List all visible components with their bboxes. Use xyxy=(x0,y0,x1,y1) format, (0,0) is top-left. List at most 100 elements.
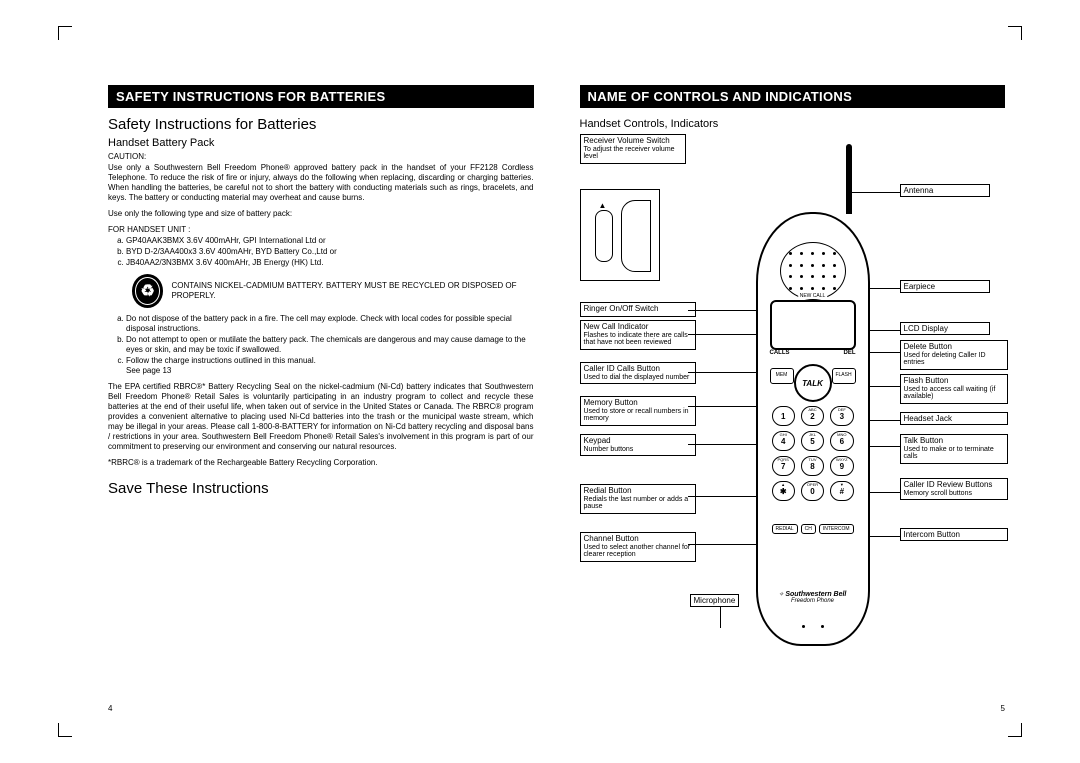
mic-icon xyxy=(802,625,805,628)
batt-a: GP40AAK3BMX 3.6V 400mAHr, GPI Internatio… xyxy=(126,236,534,246)
callout-keypad: Keypad Number buttons xyxy=(580,434,696,456)
for-unit-label: FOR HANDSET UNIT : xyxy=(108,225,534,234)
key-9: WXYZ9 xyxy=(830,456,853,476)
right-header: NAME OF CONTROLS AND INDICATIONS xyxy=(580,85,1006,108)
batt-c: JB40AA2/3N3BMX 3.6V 400mAHr, JB Energy (… xyxy=(126,258,534,268)
callout-delete: Delete Button Used for deleting Caller I… xyxy=(900,340,1008,370)
handset-illustration: NEW CALL CALLS DEL MEM TALK FLASH 1 ABC2… xyxy=(756,202,866,642)
handset-body: NEW CALL CALLS DEL MEM TALK FLASH 1 ABC2… xyxy=(756,212,870,646)
recycle-text: CONTAINS NICKEL-CADMIUM BATTERY. BATTERY… xyxy=(171,281,533,300)
leader-line xyxy=(866,420,900,421)
kp-title: Keypad xyxy=(584,437,692,446)
cb-desc: Used to dial the displayed number xyxy=(584,374,692,382)
earpiece-icon xyxy=(780,242,846,300)
talk-button-icon: TALK xyxy=(794,364,832,402)
rs-title: Ringer On/Off Switch xyxy=(584,305,692,314)
logo-line1: Southwestern Bell xyxy=(785,591,846,598)
callout-new-call: New Call Indicator Flashes to indicate t… xyxy=(580,320,696,350)
ringer-icon xyxy=(821,625,824,628)
notes-list: Do not dispose of the battery pack in a … xyxy=(108,314,534,376)
mb-title: Memory Button xyxy=(584,399,692,408)
lcd-label: NEW CALL xyxy=(798,293,828,299)
leader-line xyxy=(852,192,900,193)
tk-desc: Used to make or to terminate calls xyxy=(904,446,1004,461)
redial-label: REDIAL xyxy=(772,524,798,534)
battery-list: GP40AAK3BMX 3.6V 400mAHr, GPI Internatio… xyxy=(108,236,534,268)
pagenum-left: 4 xyxy=(108,704,112,713)
cv-title: Receiver Volume Switch xyxy=(584,137,682,146)
callout-lcd: LCD Display xyxy=(900,322,990,335)
key-5: JKL5 xyxy=(801,431,824,451)
brand-logo: ✧ Southwestern Bell Freedom Phone xyxy=(758,591,868,604)
keypad-grid: 1 ABC2 DEF3 GHI4 JKL5 MNO6 PQRS7 TUV8 WX… xyxy=(772,406,854,501)
rv-title: Caller ID Review Buttons xyxy=(904,481,1004,490)
callout-ringer-switch: Ringer On/Off Switch xyxy=(580,302,696,317)
cv-desc: To adjust the receiver volume level xyxy=(584,146,682,161)
callout-channel: Channel Button Used to select another ch… xyxy=(580,532,696,562)
bottom-row: REDIAL CH INTERCOM xyxy=(772,524,854,534)
callout-review: Caller ID Review Buttons Memory scroll b… xyxy=(900,478,1008,500)
volume-inset-icon xyxy=(580,189,660,281)
key-hash: ▼# xyxy=(830,481,853,501)
para-2: Use only the following type and size of … xyxy=(108,209,534,219)
nc-desc: Flashes to indicate there are calls that… xyxy=(584,332,692,347)
callout-redial: Redial Button Redials the last number or… xyxy=(580,484,696,514)
rv-desc: Memory scroll buttons xyxy=(904,490,1004,498)
callout-earpiece: Earpiece xyxy=(900,280,990,293)
intercom-label: INTERCOM xyxy=(819,524,854,534)
kp-desc: Number buttons xyxy=(584,446,692,454)
para-1: Use only a Southwestern Bell Freedom Pho… xyxy=(108,163,534,203)
key-3: DEF3 xyxy=(830,406,853,426)
callout-receiver-volume: Receiver Volume Switch To adjust the rec… xyxy=(580,134,686,164)
mb-desc: Used to store or recall numbers in memor… xyxy=(584,408,692,423)
footnote: *RBRC® is a trademark of the Rechargeabl… xyxy=(108,458,534,468)
left-title: Safety Instructions for Batteries xyxy=(108,116,534,133)
leader-line xyxy=(720,606,721,628)
para-3: The EPA certified RBRC®* Battery Recycli… xyxy=(108,382,534,452)
key-0: OPER0 xyxy=(801,481,824,501)
row-labels: CALLS DEL xyxy=(770,350,856,356)
key-1: 1 xyxy=(772,406,795,426)
cb-title: Caller ID Calls Button xyxy=(584,365,692,374)
flash-button-icon: FLASH xyxy=(832,368,856,384)
key-6: MNO6 xyxy=(830,431,853,451)
batt-b: BYD D-2/3AA400x3 3.6V 400mAHr, BYD Batte… xyxy=(126,247,534,257)
recycle-seal-icon: ♻ xyxy=(132,274,163,308)
pagenum-right: 5 xyxy=(1001,704,1005,713)
key-7: PQRS7 xyxy=(772,456,795,476)
mem-button-icon: MEM xyxy=(770,368,794,384)
rd-desc: Redials the last number or adds a pause xyxy=(584,496,692,511)
key-star: ▲✱ xyxy=(772,481,795,501)
note-a: Do not dispose of the battery pack in a … xyxy=(126,314,534,334)
calls-label: CALLS xyxy=(770,350,790,356)
left-page: SAFETY INSTRUCTIONS FOR BATTERIES Safety… xyxy=(108,85,534,713)
callout-talk: Talk Button Used to make or to terminate… xyxy=(900,434,1008,464)
antenna-icon xyxy=(846,144,852,214)
left-subtitle: Handset Battery Pack xyxy=(108,137,534,149)
rd-title: Redial Button xyxy=(584,487,692,496)
del-desc: Used for deleting Caller ID entries xyxy=(904,352,1004,367)
callout-flash: Flash Button Used to access call waiting… xyxy=(900,374,1008,404)
del-label: DEL xyxy=(844,350,856,356)
del-title: Delete Button xyxy=(904,343,1004,352)
right-subtitle: Handset Controls, Indicators xyxy=(580,118,1006,130)
callout-memory-button: Memory Button Used to store or recall nu… xyxy=(580,396,696,426)
left-header: SAFETY INSTRUCTIONS FOR BATTERIES xyxy=(108,85,534,108)
note-c: Follow the charge instructions outlined … xyxy=(126,356,534,376)
diagram-area: Receiver Volume Switch To adjust the rec… xyxy=(580,134,1006,694)
ch-desc: Used to select another channel for clear… xyxy=(584,544,692,559)
leader-line xyxy=(688,310,760,311)
key-8: TUV8 xyxy=(801,456,824,476)
logo-line2: Freedom Phone xyxy=(791,598,834,604)
callout-intercom: Intercom Button xyxy=(900,528,1008,541)
nc-title: New Call Indicator xyxy=(584,323,692,332)
caution-label: CAUTION: xyxy=(108,152,534,161)
key-4: GHI4 xyxy=(772,431,795,451)
lcd-icon: NEW CALL xyxy=(770,300,856,350)
callout-headset-jack: Headset Jack xyxy=(900,412,1008,425)
ch-label: CH xyxy=(801,524,816,534)
key-2: ABC2 xyxy=(801,406,824,426)
callout-antenna: Antenna xyxy=(900,184,990,197)
callout-calls-button: Caller ID Calls Button Used to dial the … xyxy=(580,362,696,384)
save-instructions: Save These Instructions xyxy=(108,480,534,497)
